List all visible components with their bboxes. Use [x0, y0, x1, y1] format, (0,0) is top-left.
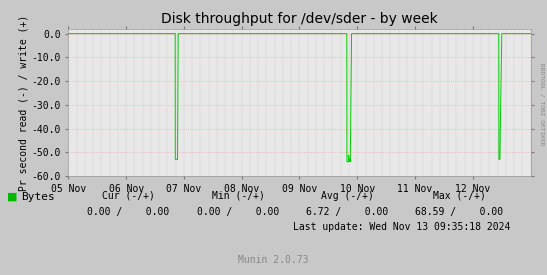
- Text: Bytes: Bytes: [21, 192, 55, 202]
- Text: Last update: Wed Nov 13 09:35:18 2024: Last update: Wed Nov 13 09:35:18 2024: [293, 222, 511, 232]
- Text: 68.59 /    0.00: 68.59 / 0.00: [415, 207, 504, 217]
- Text: 0.00 /    0.00: 0.00 / 0.00: [88, 207, 170, 217]
- Text: Cur (-/+): Cur (-/+): [102, 191, 155, 201]
- Text: 6.72 /    0.00: 6.72 / 0.00: [306, 207, 388, 217]
- Text: RRDTOOL / TOBI OETIKER: RRDTOOL / TOBI OETIKER: [539, 63, 544, 146]
- Y-axis label: Pr second read (-) / write (+): Pr second read (-) / write (+): [19, 14, 28, 191]
- Text: Min (-/+): Min (-/+): [212, 191, 264, 201]
- Text: Avg (-/+): Avg (-/+): [321, 191, 374, 201]
- Text: 0.00 /    0.00: 0.00 / 0.00: [197, 207, 279, 217]
- Text: ■: ■: [7, 192, 18, 202]
- Text: Max (-/+): Max (-/+): [433, 191, 486, 201]
- Title: Disk throughput for /dev/sder - by week: Disk throughput for /dev/sder - by week: [161, 12, 438, 26]
- Text: Munin 2.0.73: Munin 2.0.73: [238, 255, 309, 265]
